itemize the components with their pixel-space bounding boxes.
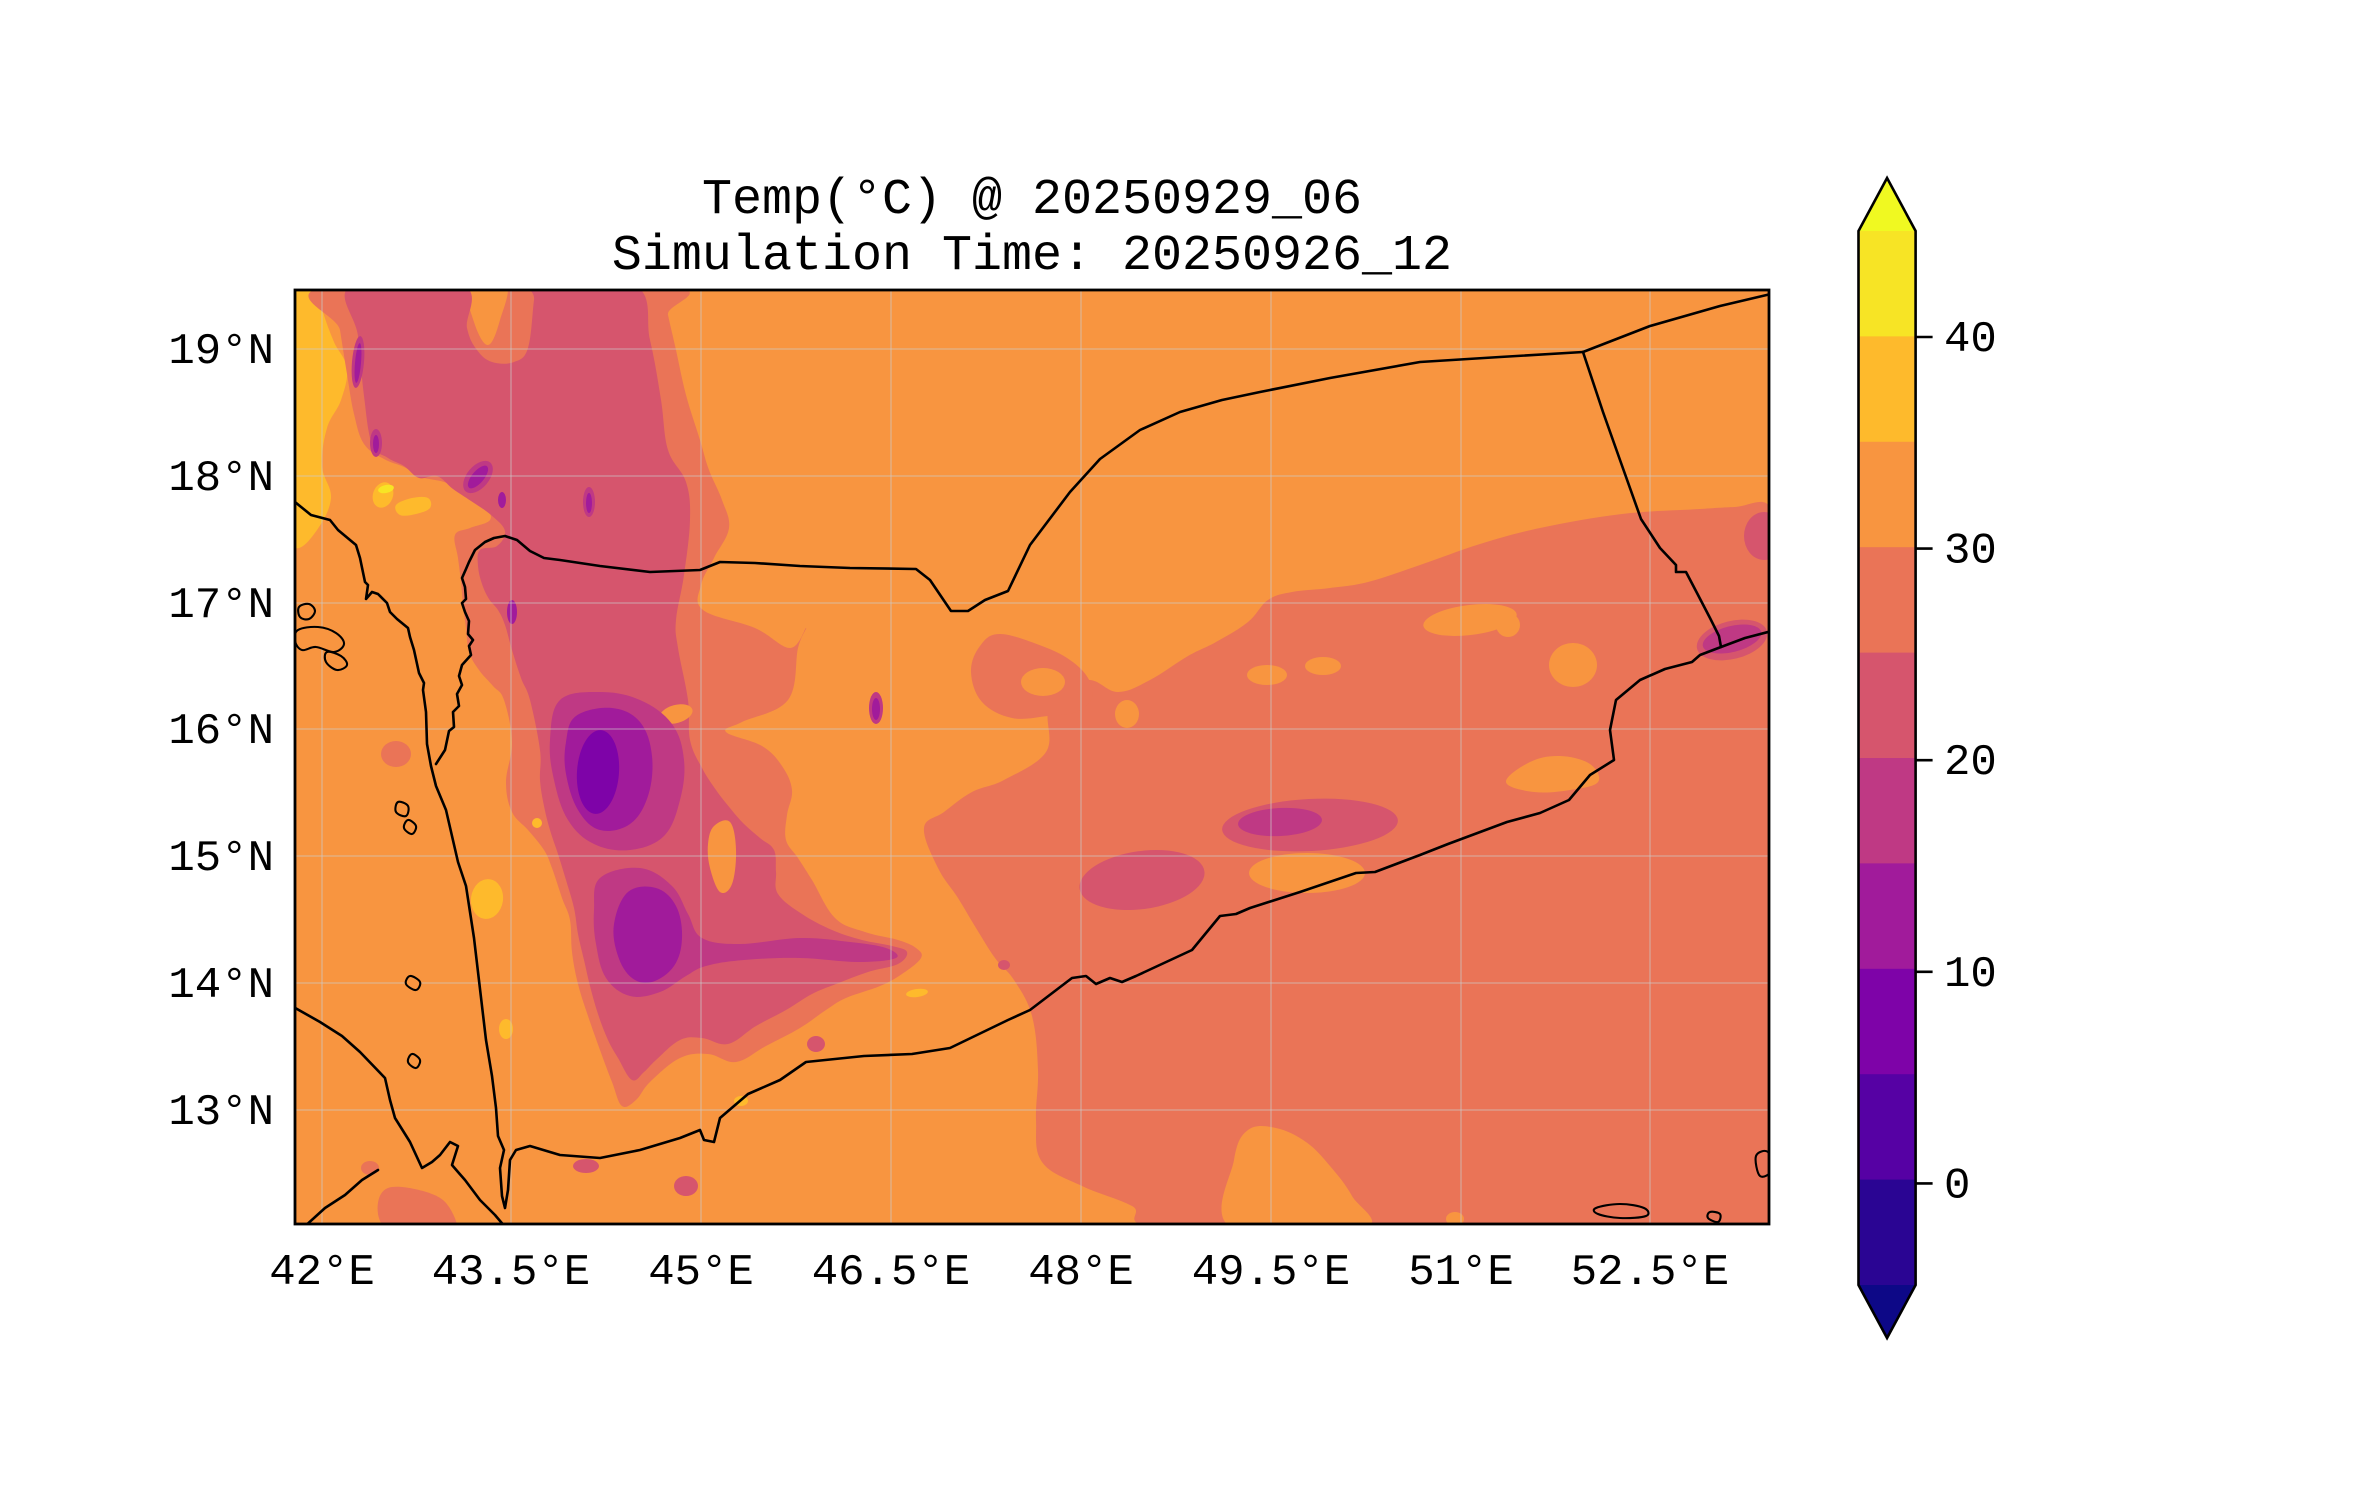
svg-text:40: 40 — [1944, 315, 1997, 365]
svg-text:51°E: 51°E — [1408, 1248, 1514, 1298]
svg-text:20: 20 — [1944, 738, 1997, 788]
svg-text:14°N: 14°N — [168, 961, 274, 1011]
svg-text:45°E: 45°E — [648, 1248, 754, 1298]
svg-text:43.5°E: 43.5°E — [432, 1248, 590, 1298]
svg-text:Simulation Time: 20250926_12: Simulation Time: 20250926_12 — [612, 228, 1452, 285]
svg-text:30: 30 — [1944, 527, 1997, 577]
svg-text:49.5°E: 49.5°E — [1192, 1248, 1350, 1298]
svg-text:16°N: 16°N — [168, 707, 274, 757]
svg-text:18°N: 18°N — [168, 454, 274, 504]
svg-text:Temp(°C) @ 20250929_06: Temp(°C) @ 20250929_06 — [702, 172, 1362, 229]
svg-text:0: 0 — [1944, 1161, 1970, 1211]
svg-text:46.5°E: 46.5°E — [812, 1248, 970, 1298]
svg-text:48°E: 48°E — [1028, 1248, 1134, 1298]
svg-text:17°N: 17°N — [168, 581, 274, 631]
svg-text:15°N: 15°N — [168, 834, 274, 884]
svg-text:13°N: 13°N — [168, 1088, 274, 1138]
svg-text:19°N: 19°N — [168, 327, 274, 377]
svg-text:42°E: 42°E — [269, 1248, 375, 1298]
svg-text:52.5°E: 52.5°E — [1571, 1248, 1729, 1298]
svg-text:10: 10 — [1944, 950, 1997, 1000]
